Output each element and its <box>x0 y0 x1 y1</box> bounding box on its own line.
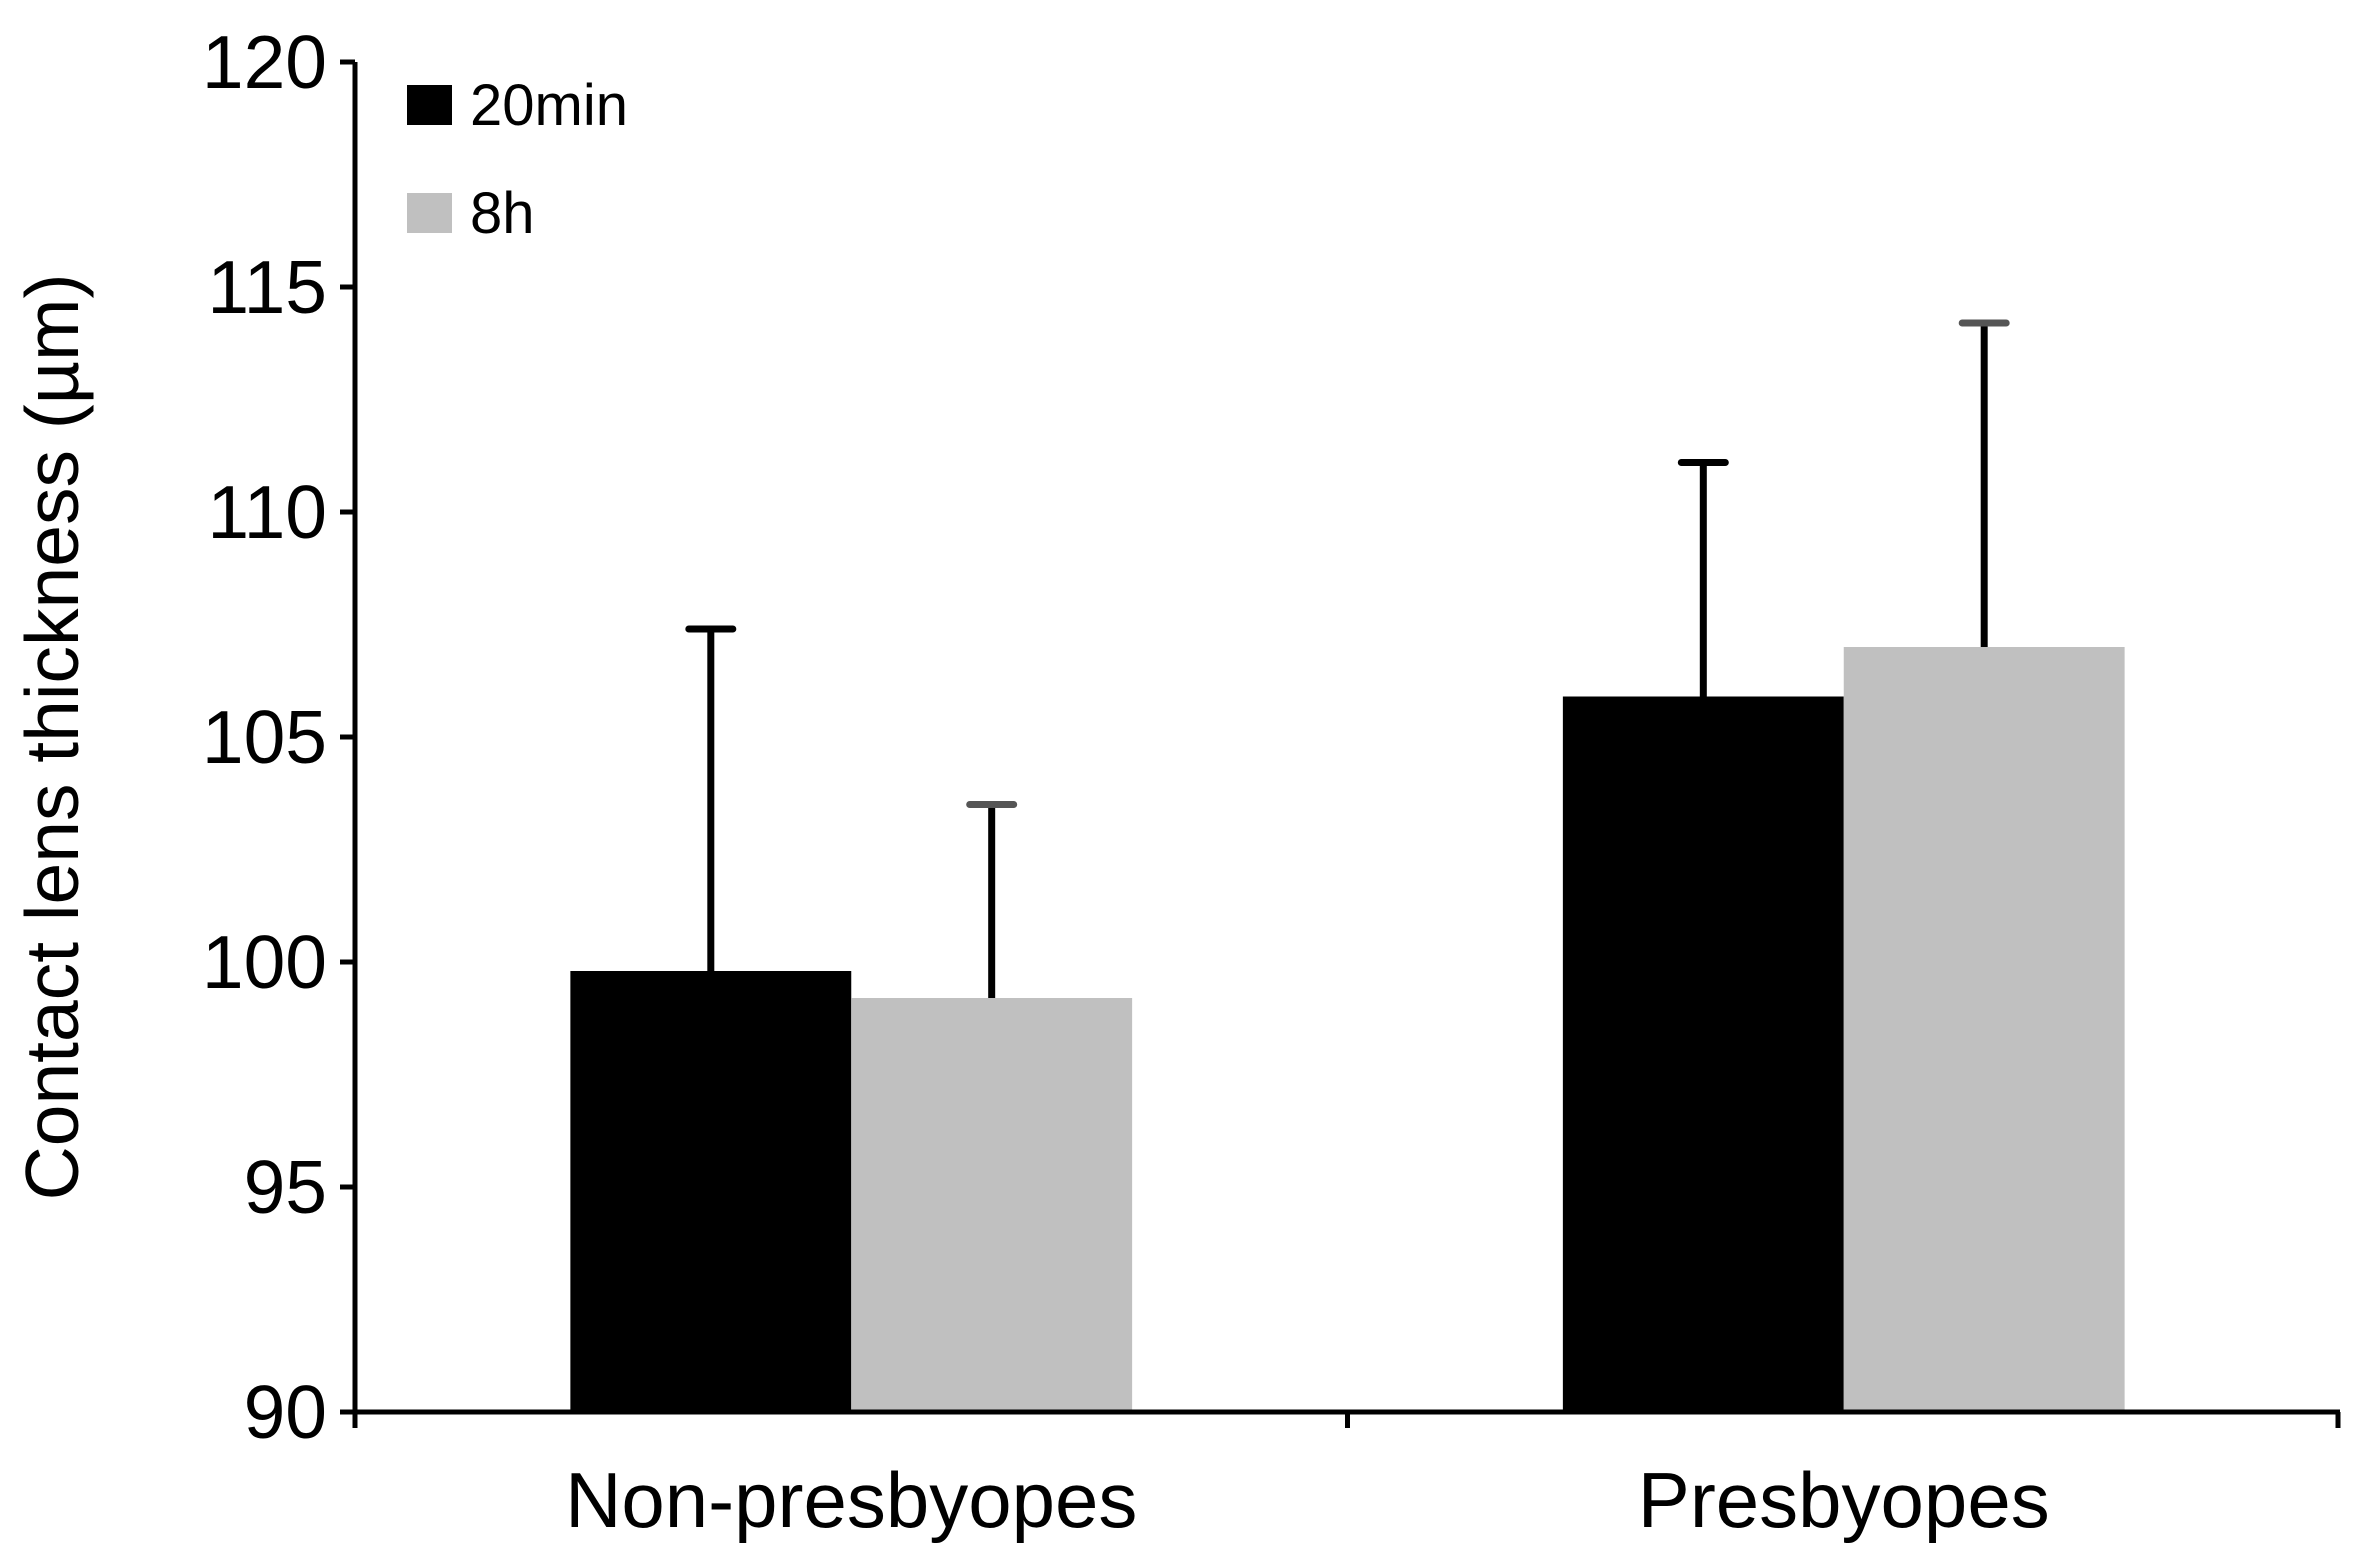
y-tick-label: 110 <box>207 470 327 554</box>
legend-label: 20min <box>470 73 628 138</box>
bar <box>1843 647 2125 1412</box>
y-tick-label: 105 <box>202 695 327 779</box>
bar <box>851 998 1133 1412</box>
y-tick-label: 90 <box>244 1370 327 1454</box>
y-axis-title: Contact lens thickness (µm) <box>10 274 94 1201</box>
bar <box>1562 696 1844 1412</box>
legend-swatch <box>407 193 452 233</box>
x-tick-label: Presbyopes <box>1638 1456 2050 1544</box>
y-tick-label: 115 <box>207 245 327 329</box>
y-tick-label: 95 <box>244 1145 327 1229</box>
legend-label: 8h <box>470 181 535 246</box>
error-bars-layer <box>685 319 2010 998</box>
legend-swatch <box>407 85 452 125</box>
bars-layer <box>570 647 2125 1412</box>
x-tick-label: Non-presbyopes <box>565 1456 1137 1544</box>
bar <box>570 971 852 1412</box>
x-ticks-layer: Non-presbyopes Presbyopes <box>352 1412 2341 1544</box>
y-ticks-layer: 90 95 100 105 110 115 120 <box>202 20 355 1454</box>
legend: 20min 8h <box>407 73 628 246</box>
y-tick-label: 100 <box>202 920 327 1004</box>
y-tick-label: 120 <box>202 20 327 104</box>
